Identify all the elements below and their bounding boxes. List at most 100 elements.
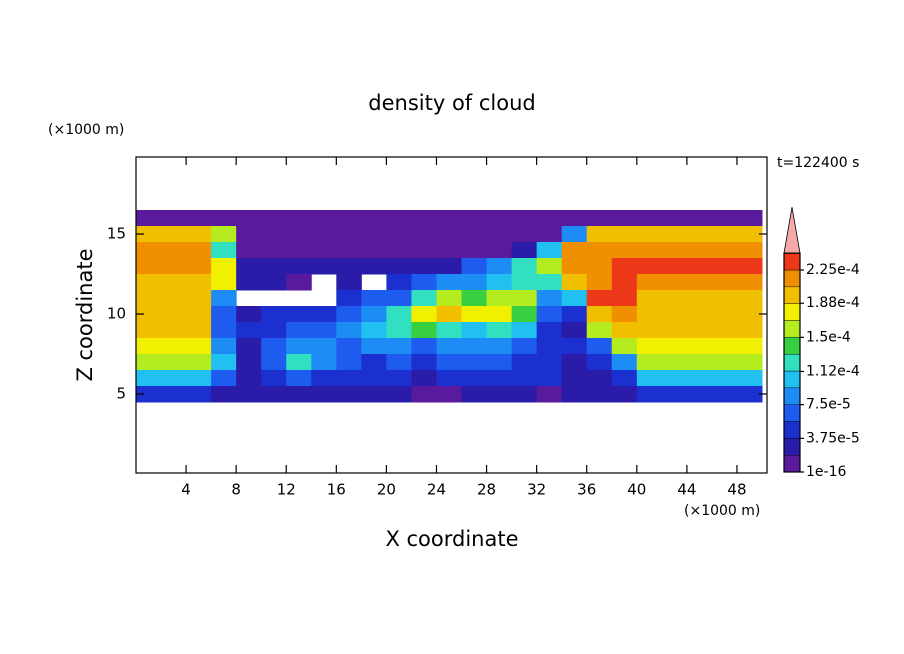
field-cell	[161, 338, 187, 355]
field-cell	[161, 210, 187, 227]
x-tick-label: 28	[477, 481, 496, 499]
colorbar-tick-label: 7.5e-5	[806, 397, 851, 413]
field-cell	[511, 322, 538, 339]
field-cell	[711, 258, 738, 275]
field-cell	[336, 354, 362, 371]
field-cell	[136, 274, 162, 291]
field-cell	[436, 322, 463, 339]
field-cell	[186, 322, 212, 339]
field-cell	[236, 338, 262, 355]
field-cell	[286, 242, 312, 259]
field-cell	[186, 258, 212, 275]
field-cell	[686, 242, 713, 259]
field-cell	[661, 242, 688, 259]
field-cell	[411, 370, 437, 387]
colorbar-band	[783, 286, 801, 304]
field-cell	[211, 226, 237, 243]
field-cell	[661, 386, 688, 403]
field-cell	[186, 274, 212, 291]
field-cell	[336, 370, 362, 387]
field-cell	[286, 226, 312, 243]
field-cell	[211, 290, 237, 307]
field-cell	[461, 386, 488, 403]
field-cell	[536, 386, 563, 403]
field-cell	[236, 226, 262, 243]
field-cell	[311, 386, 337, 403]
field-cell	[461, 242, 488, 259]
field-cell	[236, 274, 262, 291]
field-cell	[136, 354, 162, 371]
field-cell	[436, 354, 463, 371]
field-cell	[436, 370, 463, 387]
field	[136, 210, 763, 403]
field-cell	[686, 322, 713, 339]
field-cell	[411, 290, 437, 307]
colorbar-band	[783, 387, 801, 405]
field-cell	[286, 274, 312, 291]
field-cell	[361, 210, 387, 227]
field-cell	[611, 242, 638, 259]
field-cell	[486, 370, 513, 387]
field-cell	[236, 306, 262, 323]
field-cell	[711, 386, 738, 403]
field-cell	[636, 258, 663, 275]
colorbar-tick-label: 1.5e-4	[806, 329, 851, 345]
field-cell	[536, 354, 563, 371]
field-cell	[561, 370, 588, 387]
field-cell	[636, 274, 663, 291]
colorbar: 1e-16 3.75e-5 7.5e-5 1.12e-4 1.5e-4 1.88e-4 2.…	[783, 207, 860, 480]
field-cell	[561, 322, 588, 339]
field-cell	[386, 370, 412, 387]
field-cell	[511, 226, 538, 243]
colorbar-tick-label: 1.88e-4	[806, 295, 860, 311]
field-cell	[711, 274, 738, 291]
field-cell	[311, 242, 337, 259]
field-cell	[361, 338, 387, 355]
field-cell	[711, 370, 738, 387]
field-cell	[311, 322, 337, 339]
x-axis-label: X coordinate	[385, 527, 518, 551]
field-cell	[586, 354, 613, 371]
field-cell	[611, 354, 638, 371]
field-cell	[736, 370, 763, 387]
field-cell	[661, 290, 688, 307]
field-cell	[161, 370, 187, 387]
field-cell	[711, 210, 738, 227]
field-cell	[211, 274, 237, 291]
field-cell	[136, 386, 162, 403]
field-cell	[411, 226, 437, 243]
field-cell	[561, 226, 588, 243]
field-cell	[336, 226, 362, 243]
field-cell	[411, 354, 437, 371]
field-cell	[611, 338, 638, 355]
field-cell	[711, 242, 738, 259]
field-cell	[736, 306, 763, 323]
y-tick-label: 15	[107, 225, 126, 243]
field-cell	[586, 370, 613, 387]
field-cell	[561, 386, 588, 403]
field-cell	[511, 210, 538, 227]
field-cell	[561, 258, 588, 275]
field-cell	[311, 354, 337, 371]
field-cell	[736, 338, 763, 355]
field-cell	[686, 354, 713, 371]
field-cell	[511, 290, 538, 307]
colorbar-band	[783, 337, 801, 355]
field-cell	[636, 338, 663, 355]
field-cell	[361, 322, 387, 339]
field-cell	[411, 386, 437, 403]
field-cell	[511, 242, 538, 259]
field-cell	[261, 354, 287, 371]
field-cell	[511, 386, 538, 403]
field-cell	[736, 226, 763, 243]
field-cell	[536, 210, 563, 227]
field-cell	[311, 210, 337, 227]
field-cell	[561, 354, 588, 371]
field-cell	[686, 290, 713, 307]
field-cell	[361, 226, 387, 243]
x-tick-label: 24	[427, 481, 446, 499]
colorbar-band	[783, 404, 801, 422]
x-tick-label: 32	[527, 481, 546, 499]
field-cell	[436, 274, 463, 291]
field-cell	[686, 386, 713, 403]
